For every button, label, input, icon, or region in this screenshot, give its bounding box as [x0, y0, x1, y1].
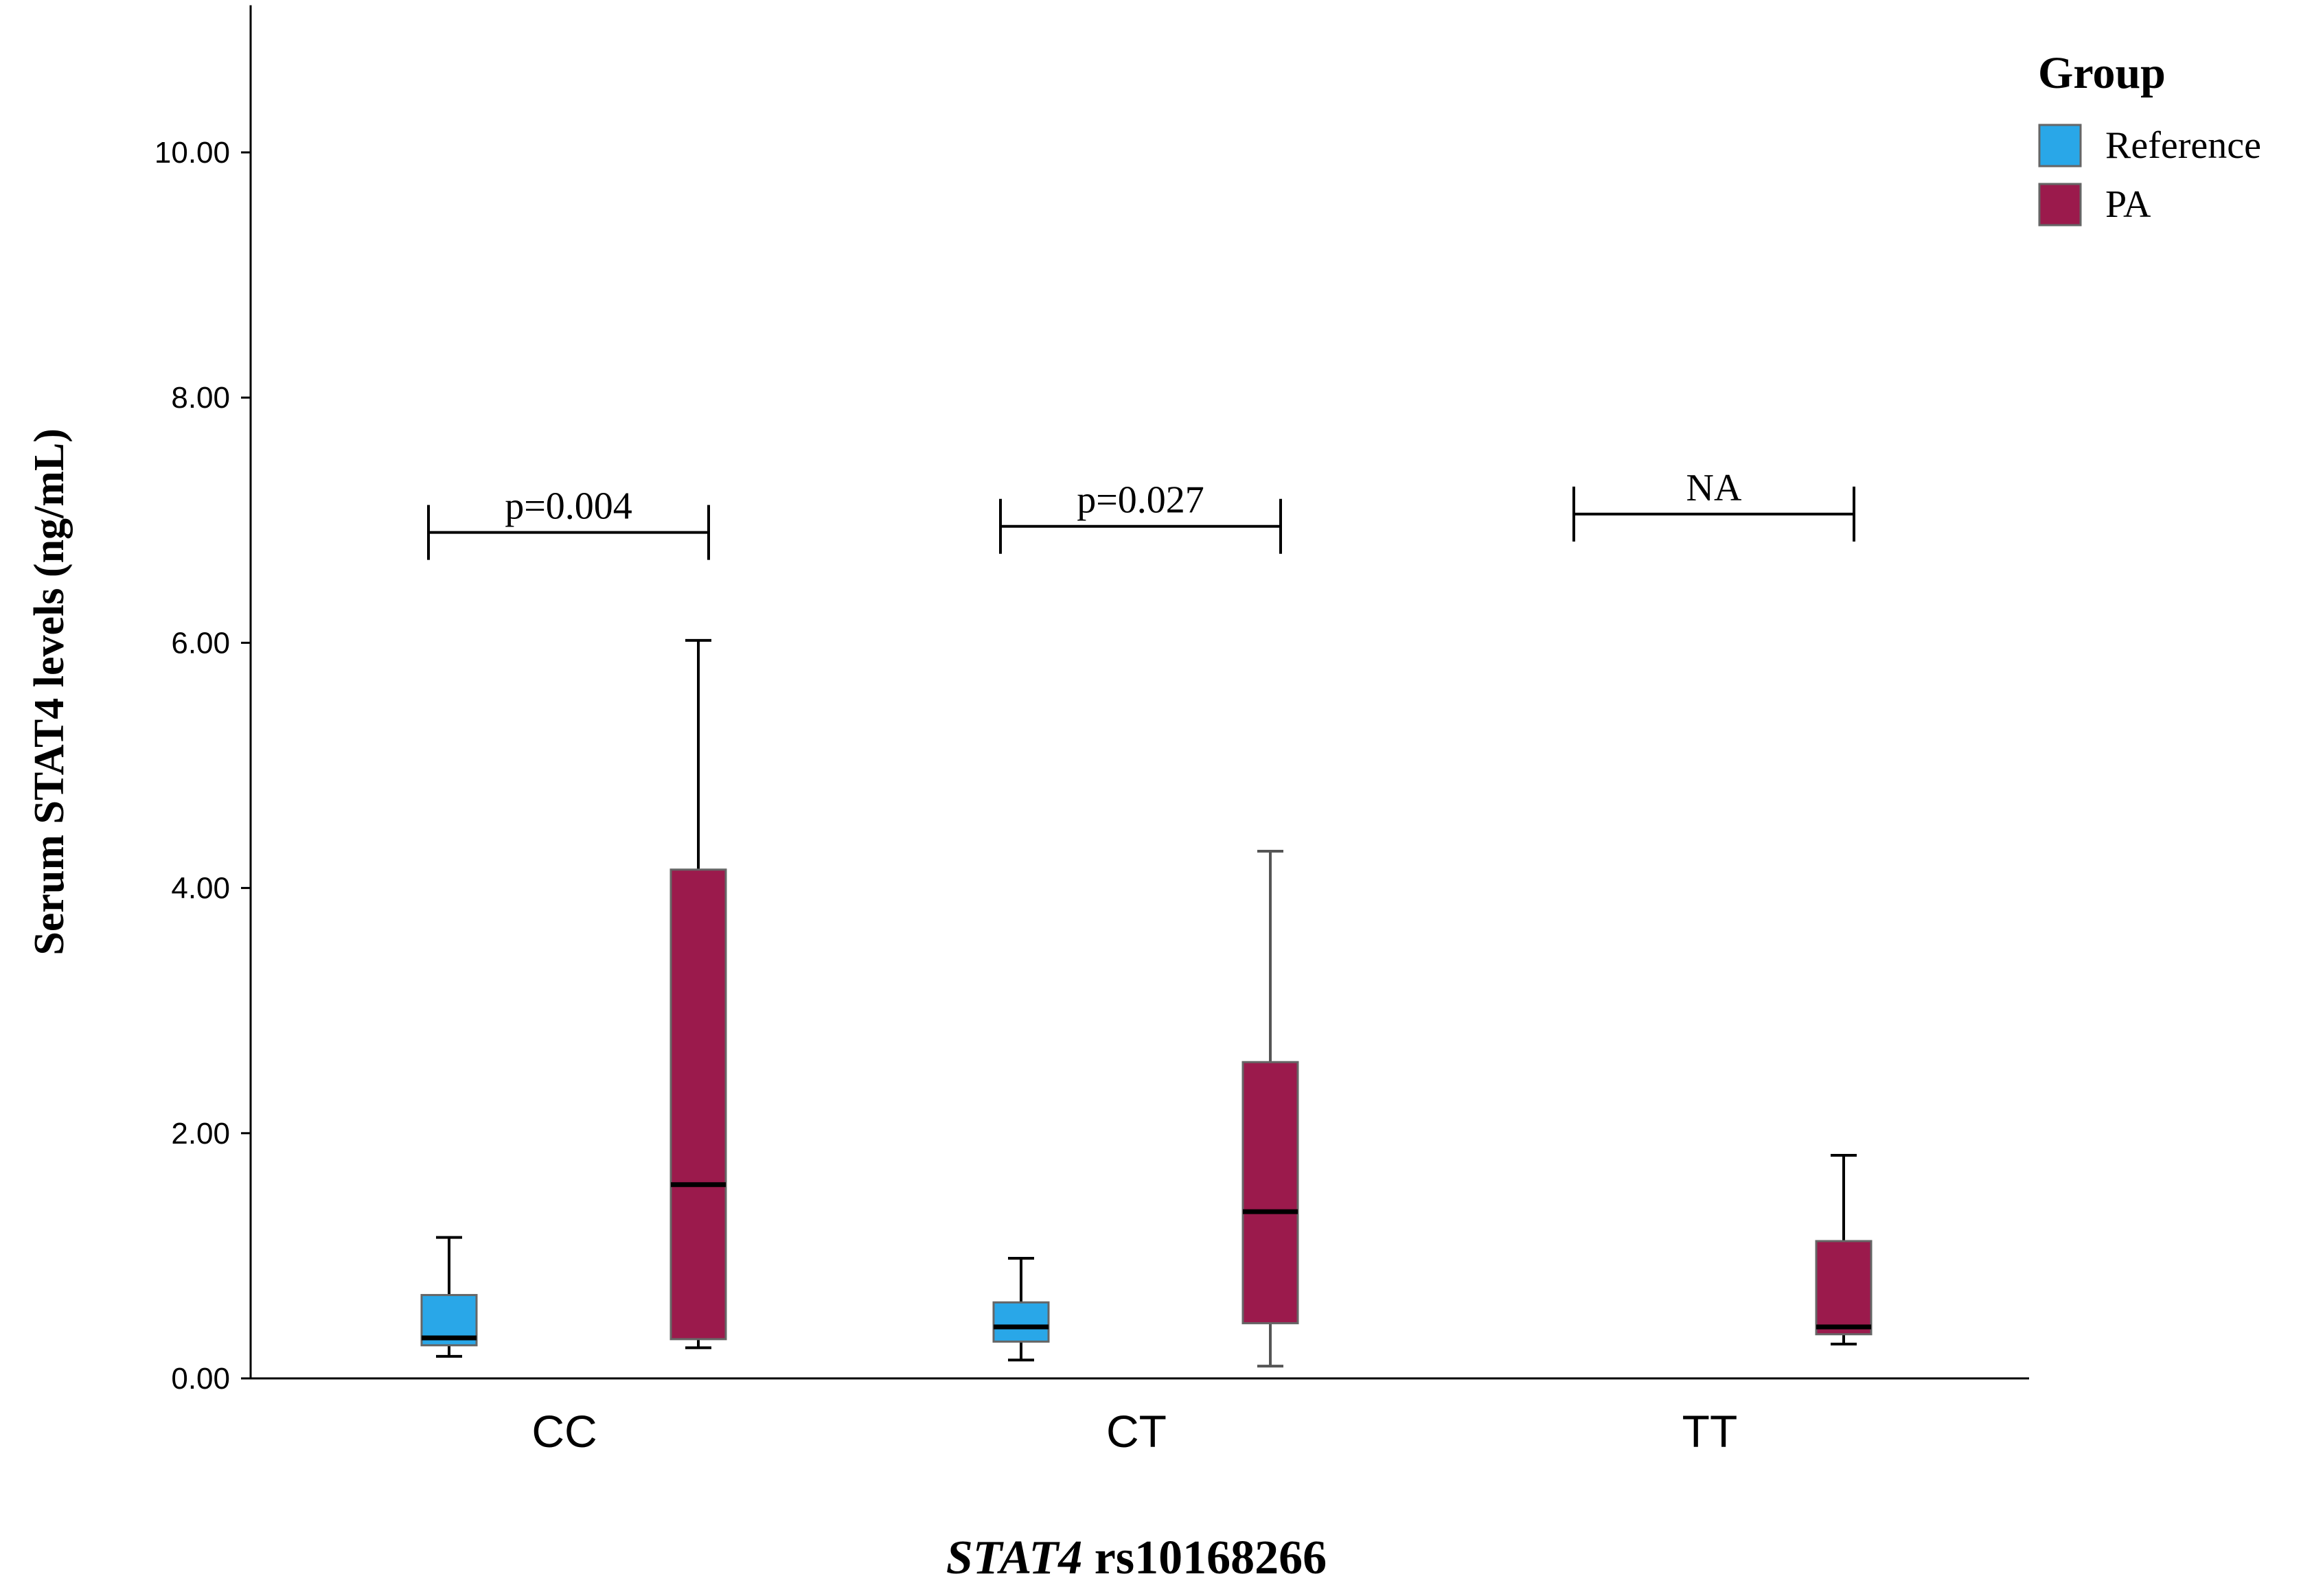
significance-annotations: p=0.004 p=0.027 NA	[427, 467, 1855, 560]
x-category-label: CT	[1106, 1406, 1167, 1457]
x-category-label: CC	[531, 1406, 597, 1457]
boxes	[420, 638, 1873, 1368]
box-body	[669, 868, 727, 1341]
x-category-label: TT	[1682, 1406, 1738, 1457]
x-axis-title-italic: STAT4	[946, 1531, 1082, 1584]
box-pa-tt	[1815, 1153, 1873, 1345]
box-pa-cc	[669, 638, 727, 1350]
annotation-label: p=0.004	[505, 485, 632, 528]
legend-swatch-reference	[2038, 124, 2082, 167]
significance-bracket: p=0.004	[427, 485, 710, 560]
y-tick-label: 2.00	[171, 1117, 230, 1150]
box-body	[992, 1301, 1050, 1343]
x-category-labels: CC CT TT	[531, 1406, 1737, 1457]
legend-items: Reference PA	[2038, 124, 2261, 227]
legend-label-pa: PA	[2105, 183, 2151, 226]
annotation-label: p=0.027	[1077, 479, 1204, 522]
y-tick-label: 8.00	[171, 381, 230, 415]
x-axis-title: STAT4 rs10168266	[946, 1531, 1327, 1584]
box-reference-cc	[420, 1236, 478, 1358]
y-tick-label: 4.00	[171, 872, 230, 905]
legend-title: Group	[2038, 48, 2166, 98]
annotation-label: NA	[1686, 467, 1742, 509]
significance-bracket: NA	[1572, 467, 1855, 542]
y-tick-label: 10.00	[154, 136, 230, 170]
y-axis-title: Serum STAT4 levels (ng/mL)	[26, 428, 73, 956]
box-body	[1815, 1240, 1873, 1336]
legend-swatch-pa	[2038, 183, 2082, 227]
y-ticks: 0.00 2.00 4.00 6.00 8.00 10.00	[154, 136, 251, 1396]
box-reference-ct	[992, 1256, 1050, 1362]
significance-bracket: p=0.027	[999, 479, 1282, 554]
x-axis-title-rest: rs10168266	[1082, 1531, 1327, 1584]
box-body	[1241, 1061, 1299, 1325]
y-tick-label: 6.00	[171, 626, 230, 660]
legend: Group Reference PA	[2038, 48, 2261, 227]
box-pa-ct	[1241, 850, 1299, 1368]
y-tick-label: 0.00	[171, 1362, 230, 1396]
legend-label-reference: Reference	[2105, 124, 2261, 167]
